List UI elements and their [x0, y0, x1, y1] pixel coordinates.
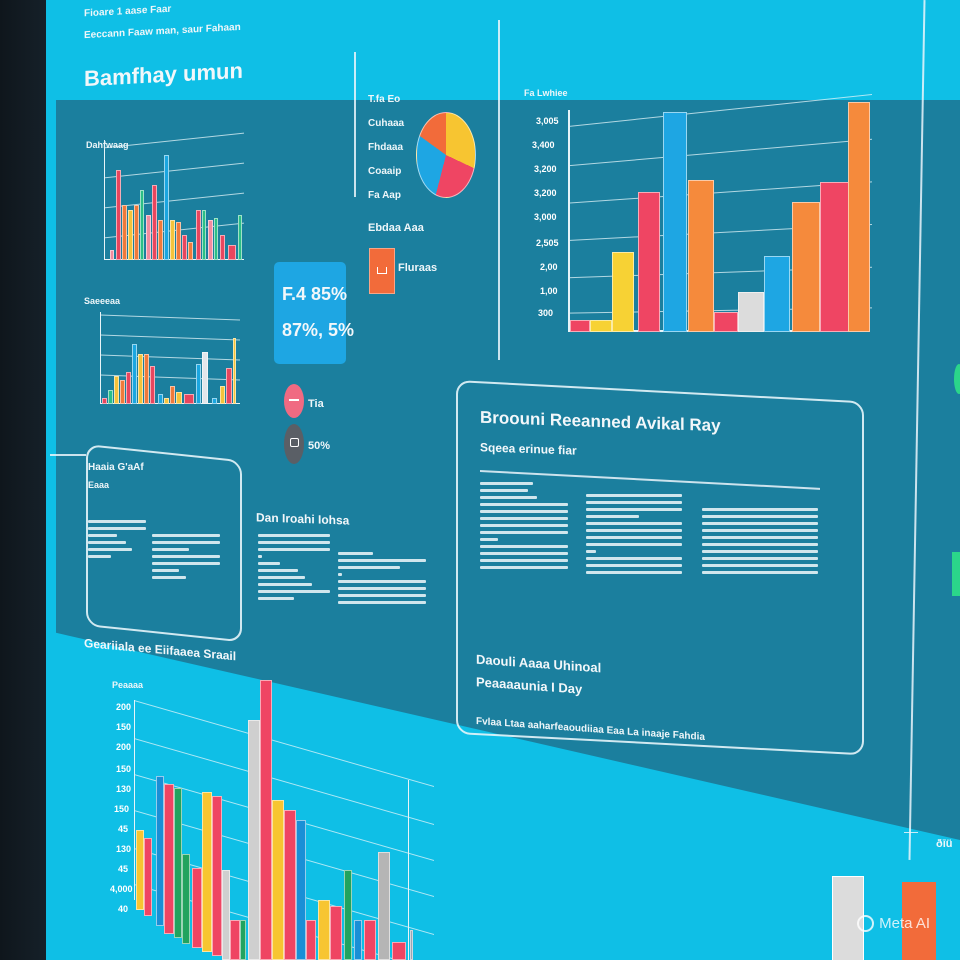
pie-chart — [416, 112, 476, 198]
info-text-1 — [88, 516, 146, 562]
bottom-chart-ylabel: Peaaaa — [112, 680, 144, 690]
meta-ai-logo-icon — [857, 915, 875, 932]
header-line-2: Eeccann Faaw man, saur Fahaan — [84, 21, 241, 42]
bar-chart-mid-left — [100, 312, 240, 404]
info-card-subtitle: Eaaa — [88, 480, 110, 490]
monitor-bezel — [0, 0, 50, 960]
watermark: Meta AI — [857, 915, 930, 932]
action-button[interactable] — [369, 248, 395, 294]
main-bar-chart — [568, 94, 872, 332]
report-column-1 — [480, 478, 568, 573]
chart-label: Saeeeaa — [84, 296, 121, 306]
legend-item: Coaaip — [368, 166, 402, 177]
bottom-bar-chart — [134, 680, 434, 960]
status-label: Tia — [308, 398, 324, 410]
report-column-3 — [702, 504, 818, 578]
dashboard-screen: Fioare 1 aase Faar Eeccann Faaw man, sau… — [46, 0, 960, 960]
status-dot-pink — [284, 384, 304, 418]
chart-label: Fa Lwhiee — [524, 88, 568, 98]
notes-column-2 — [338, 548, 426, 608]
legend-item: Cuhaaa — [368, 118, 405, 129]
device-icon — [377, 267, 387, 274]
bar-chart-top-left — [104, 132, 244, 260]
legend-item: T.fa Eo — [368, 94, 401, 105]
action-button-label[interactable]: Fluraas — [398, 262, 438, 274]
partial-green-bar — [952, 552, 960, 596]
divider — [498, 20, 500, 360]
chart-label: Dahfwaag — [86, 140, 129, 150]
info-card-title: Haaia G'aAf — [88, 462, 144, 473]
partial-bar — [902, 882, 936, 960]
divider — [354, 52, 356, 197]
partial-green-indicator — [954, 364, 960, 394]
divider — [50, 454, 86, 456]
dashboard-title: Bamfhay umun — [84, 57, 243, 92]
tick-line — [904, 832, 918, 833]
header-line-1: Fioare 1 aase Faar — [84, 3, 172, 20]
kpi-card[interactable]: F.4 85% 87%, 5% — [274, 262, 354, 364]
kpi-value-2: 87%, 5% — [282, 320, 355, 340]
legend-item: Fa Aap — [368, 190, 401, 201]
notes-column-1 — [258, 530, 330, 604]
section-label: Ebdaa Aaa — [368, 222, 424, 234]
status-dot-grey — [284, 424, 304, 464]
status-label: 50% — [308, 440, 331, 452]
report-column-2 — [586, 490, 682, 578]
legend-item: Fhdaaa — [368, 142, 404, 153]
kpi-value-1: F.4 85% — [282, 284, 348, 304]
axis-label: ðīü — [936, 838, 953, 850]
info-text-2 — [152, 530, 220, 583]
